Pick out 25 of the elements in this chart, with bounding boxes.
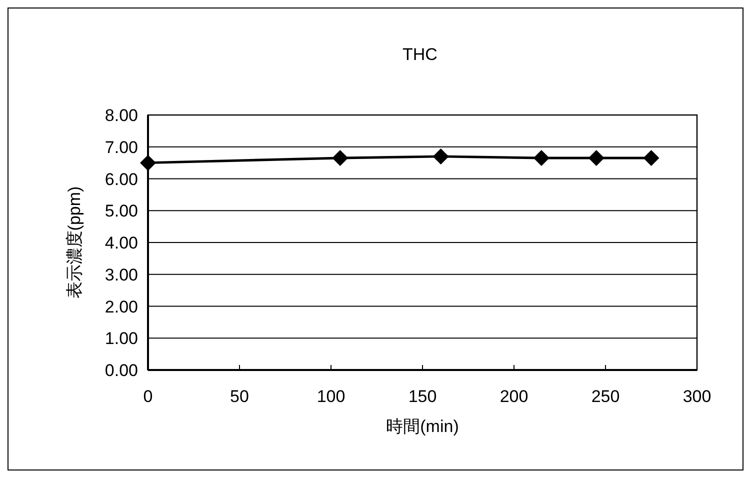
- point: [643, 150, 660, 166]
- y-tick-label: 8.00: [104, 106, 138, 125]
- x-tick-label: 100: [316, 387, 346, 406]
- point: [332, 150, 348, 166]
- x-tick-label: 250: [591, 387, 620, 406]
- y-tick-label: 0.00: [104, 361, 138, 380]
- y-tick-label: 4.00: [104, 234, 138, 252]
- y-tick-label: 7.00: [104, 138, 138, 157]
- point: [140, 154, 156, 171]
- x-tick-label: 150: [408, 387, 437, 406]
- y-tick-label: 1.00: [104, 329, 138, 348]
- y-tick-label: 6.00: [104, 170, 138, 189]
- chart-title: THC: [402, 45, 438, 64]
- x-tick-label: 200: [500, 387, 528, 406]
- point: [588, 150, 604, 166]
- point: [533, 150, 550, 166]
- y-tick-label: 5.00: [104, 202, 138, 221]
- x-axis-title: 時間(min): [386, 417, 459, 436]
- x-tick-label: 300: [682, 387, 712, 406]
- x-tick-label: 50: [230, 387, 249, 406]
- y-tick-label: 3.00: [104, 265, 138, 284]
- point: [432, 148, 449, 164]
- x-tick-label: 0: [143, 387, 153, 406]
- y-tick-label: 2.00: [104, 297, 138, 316]
- y-axis-title: 表示濃度(ppm): [65, 186, 84, 299]
